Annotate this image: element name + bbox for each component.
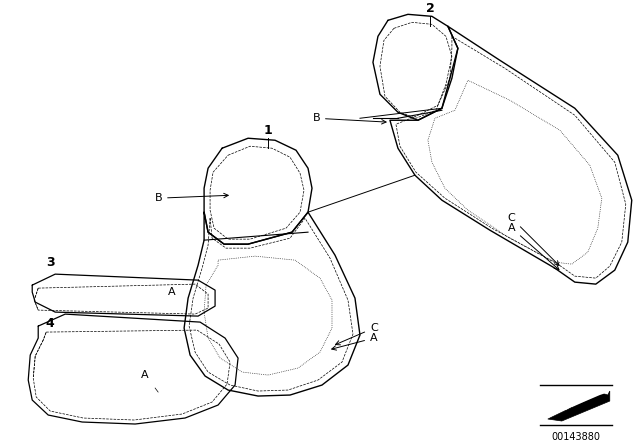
Text: 00143880: 00143880: [551, 432, 600, 442]
Text: B: B: [154, 193, 228, 203]
Text: A: A: [332, 333, 378, 350]
Text: 4: 4: [46, 317, 54, 330]
Text: A: A: [141, 370, 149, 380]
Polygon shape: [548, 391, 610, 421]
Text: C: C: [335, 323, 378, 345]
Text: A: A: [168, 287, 176, 297]
Text: B: B: [312, 113, 386, 124]
Text: 2: 2: [426, 2, 435, 15]
Polygon shape: [548, 389, 606, 419]
Text: 3: 3: [46, 256, 54, 269]
Text: C: C: [508, 213, 559, 265]
Text: 1: 1: [264, 124, 273, 137]
Text: A: A: [508, 223, 559, 270]
